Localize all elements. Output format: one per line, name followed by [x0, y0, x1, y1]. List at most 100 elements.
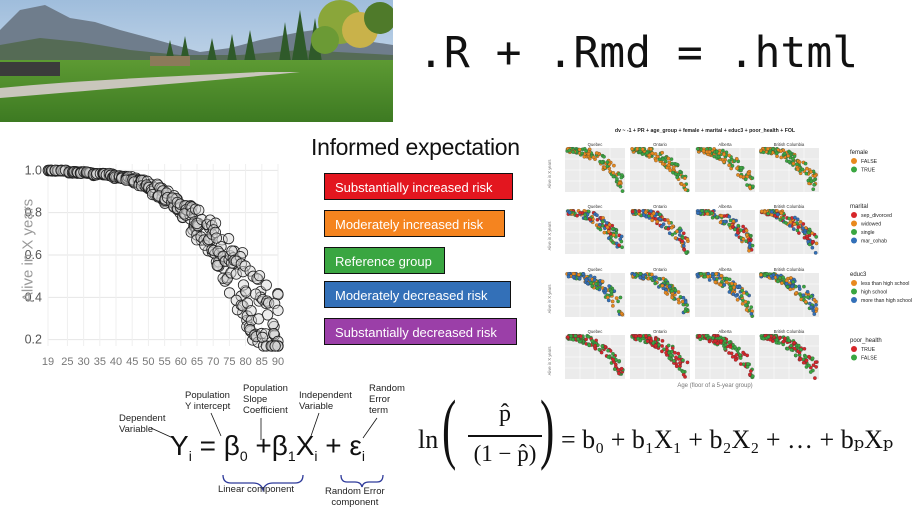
facet-point — [750, 374, 755, 379]
label-error-term: Random Error term — [369, 383, 405, 416]
facet-point — [670, 161, 675, 166]
facet-point — [630, 209, 635, 214]
facet-strip-label: British Columbia — [774, 267, 805, 272]
facet-point — [634, 334, 638, 339]
facet-point — [660, 150, 664, 155]
facet-point — [666, 226, 671, 231]
facet-legend-label: FALSE — [861, 356, 878, 362]
facet-legend-swatch — [851, 158, 857, 164]
facet-point — [781, 275, 785, 280]
facet-point — [779, 155, 784, 160]
scatter-point — [209, 226, 222, 239]
facet-point — [575, 213, 579, 218]
facet-point — [665, 281, 670, 286]
facet-point — [630, 147, 634, 151]
facet-point — [774, 340, 779, 345]
scatter-point — [272, 304, 284, 316]
facet-point — [791, 280, 796, 284]
facet-point — [813, 360, 818, 365]
risk-moderately-decreased: Moderately decreased risk — [324, 281, 511, 308]
facet-point — [582, 154, 587, 159]
facet-point — [761, 336, 766, 341]
facet-point — [708, 147, 713, 151]
facet-point — [605, 160, 610, 164]
facet-point — [732, 285, 736, 290]
scatter-xtick: 25 — [61, 356, 73, 368]
scatter-point — [161, 192, 174, 204]
facet-legend-swatch — [851, 220, 857, 227]
facet-point — [611, 304, 615, 308]
landscape-photo-icon — [0, 0, 396, 122]
facet-point — [593, 343, 597, 348]
facet-point — [792, 346, 797, 351]
facet-strip-label: Alberta — [718, 142, 732, 147]
facet-point — [681, 231, 686, 236]
facet-point — [652, 276, 657, 281]
facet-legend-title: poor_health — [850, 338, 882, 344]
facet-point — [744, 228, 749, 233]
facet-point — [594, 282, 598, 286]
facet-point — [806, 295, 810, 300]
facet-point — [750, 176, 755, 180]
facet-point — [673, 288, 678, 293]
facet-point — [707, 150, 712, 154]
facet-point — [600, 279, 605, 284]
facet-point — [666, 156, 671, 161]
facet-point — [728, 286, 733, 290]
facet-point — [653, 281, 657, 286]
facet-point — [743, 299, 748, 304]
eq-sub-0: 0 — [239, 448, 248, 464]
facet-point — [595, 213, 599, 218]
facet-point — [727, 214, 732, 219]
landscape-photo — [0, 0, 396, 122]
facet-point — [716, 154, 721, 159]
facet-point — [795, 217, 800, 222]
facet-point — [620, 245, 624, 250]
facet-strip-label: Ontario — [653, 267, 667, 272]
label-slope: Population Slope Coefficient — [243, 383, 288, 416]
facet-point — [796, 167, 800, 172]
facet-point — [784, 278, 789, 283]
logit-right-paren: ) — [540, 384, 555, 471]
facet-point — [800, 167, 805, 172]
facet-point — [681, 244, 686, 248]
facet-point — [638, 334, 643, 338]
facet-point — [597, 347, 602, 352]
facet-point — [749, 311, 754, 316]
scatter-point — [244, 265, 256, 277]
facet-point — [616, 368, 621, 372]
scatter-point — [237, 279, 250, 291]
facet-legend-swatch — [851, 166, 857, 173]
facet-point — [766, 335, 771, 339]
facet-point — [680, 236, 685, 240]
facet-ylabel: Alive in X years — [547, 285, 552, 314]
facet-point — [727, 153, 731, 158]
facet-point — [735, 297, 740, 302]
facet-point — [779, 149, 783, 153]
label-intercept: Population Y intercept — [185, 390, 231, 412]
scatter-point — [222, 233, 235, 245]
facet-point — [747, 241, 752, 246]
facet-point — [600, 219, 605, 224]
label-dependent: Dependent Variable — [119, 413, 166, 435]
facet-point — [768, 337, 773, 342]
facet-point — [785, 346, 790, 351]
eq-beta0: β — [223, 430, 240, 461]
eq-beta1: β — [271, 430, 288, 461]
facet-strip-label: Quebec — [588, 204, 603, 209]
facet-point — [638, 275, 643, 280]
facet-point — [798, 220, 803, 224]
facet-point — [718, 283, 723, 287]
facet-legend-label: widowed — [861, 222, 881, 228]
facet-point — [771, 147, 776, 151]
facet-point — [595, 217, 600, 222]
facet-point — [783, 336, 787, 341]
facet-point — [807, 242, 812, 247]
facet-point — [730, 225, 735, 229]
facet-point — [682, 248, 687, 252]
facet-point — [813, 376, 817, 380]
facet-point — [738, 174, 743, 179]
scatter-xtick: 65 — [191, 356, 203, 368]
facet-point — [612, 163, 616, 168]
scatter-plot: Alive in X years 1.0 0.8 0.6 0.4 0.2 19 25 30 35… — [8, 150, 293, 370]
